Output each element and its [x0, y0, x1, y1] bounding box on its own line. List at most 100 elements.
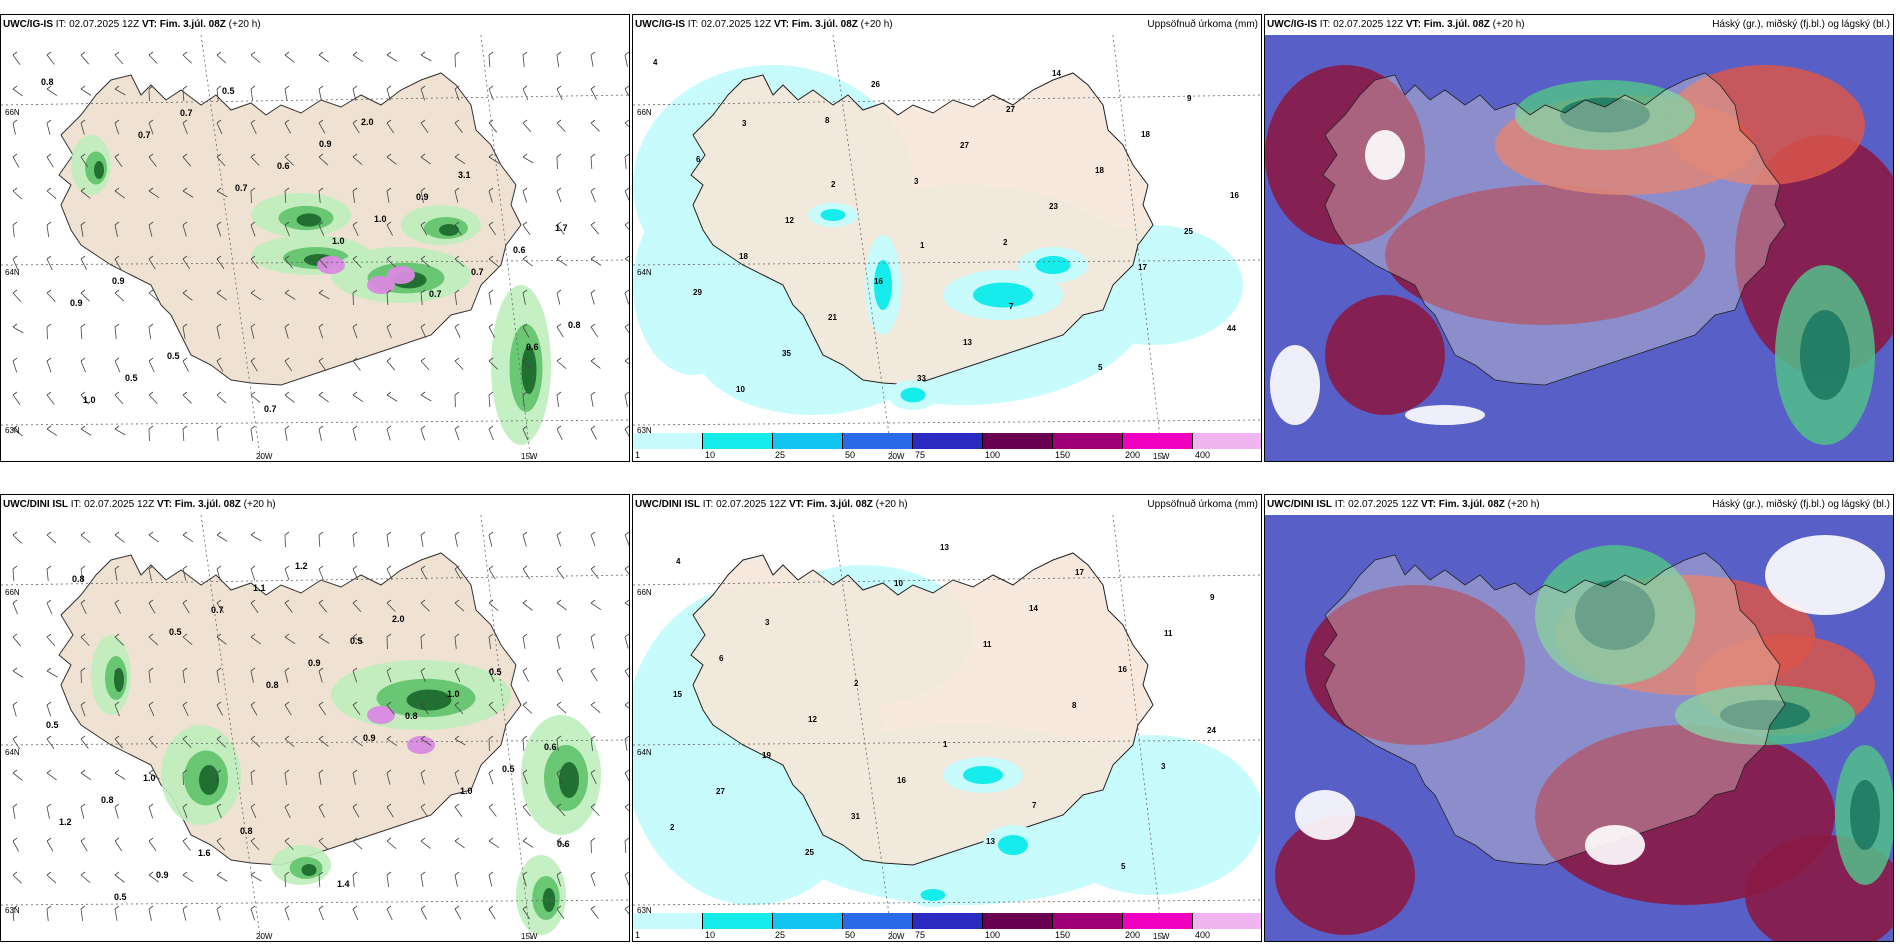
- cloud-map: [1265, 35, 1893, 461]
- precip-10-25mm: [920, 889, 946, 901]
- colorbar-segment: [1193, 913, 1261, 929]
- high-mid-cloud-area: [1665, 65, 1865, 185]
- grid-label: 15W: [521, 452, 538, 461]
- wind-barb-flag: [114, 323, 120, 328]
- wind-barb-flag: [318, 701, 324, 706]
- wind-barb-flag: [114, 633, 120, 638]
- wind-barb-flag: [556, 357, 562, 362]
- wind-barb: [318, 568, 324, 581]
- wind-barb: [216, 772, 219, 785]
- wind-barb-flag: [624, 633, 629, 638]
- wind-barb-flag: [522, 153, 528, 158]
- wind-barb: [114, 840, 123, 852]
- wind-barb-flag: [114, 837, 120, 842]
- wind-barb-flag: [522, 701, 528, 706]
- wind-barb: [556, 258, 568, 267]
- wind-barb-flag: [250, 701, 256, 706]
- precip-value: 14: [1052, 69, 1061, 78]
- wind-barb: [114, 738, 124, 749]
- wind-barb: [454, 88, 460, 101]
- wind-barb: [182, 360, 189, 372]
- lead-time: (+20 h): [228, 19, 261, 30]
- wind-barb-flag: [80, 289, 86, 294]
- wind-barb-flag: [318, 357, 324, 362]
- wind-barb-flag: [590, 531, 596, 536]
- strong-gust-area: [367, 276, 395, 294]
- wind-barb: [46, 258, 53, 270]
- wind-barb: [80, 190, 91, 199]
- wind-barb: [488, 636, 492, 649]
- wind-barb: [454, 602, 465, 612]
- wind-barb: [624, 874, 629, 886]
- wind-barb-flag: [556, 701, 562, 706]
- wind-barb: [216, 806, 222, 819]
- wind-barb: [80, 224, 84, 237]
- wind-barb: [216, 360, 224, 372]
- wind-barb-flag: [420, 85, 426, 90]
- wind-barb: [488, 258, 499, 267]
- wind-barb-flag: [590, 701, 596, 706]
- wind-barb-flag: [454, 119, 460, 124]
- high-cloud-dense: [1800, 310, 1850, 400]
- wind-barb: [556, 568, 565, 579]
- wind-barb-flag: [488, 85, 494, 90]
- wind-barb-flag: [556, 51, 562, 56]
- wind-barb: [46, 122, 51, 135]
- precip-value: 6: [719, 654, 724, 663]
- wind-barb-flag: [182, 187, 188, 192]
- gust-value: 1.6: [198, 848, 211, 858]
- wind-barb-flag: [182, 701, 188, 706]
- wind-barb: [46, 602, 53, 615]
- wind-barb: [420, 806, 429, 818]
- wind-barb-flag: [454, 735, 460, 740]
- wind-barb: [318, 636, 330, 644]
- wind-barb: [386, 602, 396, 612]
- wind-barb: [12, 326, 24, 334]
- wind-barb-flag: [216, 905, 222, 910]
- gust-area-dark: [94, 161, 104, 179]
- wind-barb-flag: [556, 119, 562, 124]
- clear-sky-patch: [1365, 130, 1405, 180]
- precip-value: 1: [943, 740, 948, 749]
- high-cloud-dense: [1720, 700, 1810, 730]
- wind-barb-flag: [386, 289, 392, 294]
- wind-barb: [624, 602, 629, 606]
- model-label: UWC/IG-IS: [3, 19, 53, 30]
- wind-barb: [12, 190, 23, 200]
- latitude-line: [1, 574, 629, 586]
- wind-barb-flag: [216, 633, 222, 638]
- gust-value: 0.5: [350, 636, 363, 646]
- wind-barb: [386, 360, 396, 371]
- wind-barb: [454, 874, 458, 887]
- wind-barb-flag: [488, 221, 494, 226]
- wind-barb: [148, 840, 157, 851]
- wind-barb: [386, 224, 393, 236]
- wind-barb-flag: [352, 187, 358, 192]
- strong-gust-area: [367, 706, 395, 724]
- wind-barb-flag: [80, 565, 86, 570]
- wind-barb-flag: [148, 531, 154, 536]
- wind-barb: [80, 122, 85, 135]
- wind-barb: [284, 806, 291, 818]
- clear-sky-patch: [1295, 790, 1355, 840]
- wind-barb: [488, 122, 498, 133]
- gust-value: 0.7: [138, 130, 151, 140]
- wind-barb-flag: [488, 323, 494, 328]
- wind-barb-flag: [590, 391, 596, 396]
- wind-barb: [148, 394, 158, 404]
- gust-values: 0.8 0.7 0.7 1.0 0.7 0.6 1.0 0.7 0.6 1.0 0.7 0.8 0.5 0…: [41, 77, 581, 414]
- gust-value: 1.7: [555, 223, 568, 233]
- wind-barb-flag: [352, 531, 358, 536]
- wind-barb-flag: [250, 391, 256, 396]
- wind-barb-flag: [284, 837, 290, 842]
- precip-value: 13: [963, 338, 972, 347]
- precip-map: 66N 64N 63N 20W 15W 4 3 2 1 7 5 9 6 12 16 13 17 11 15 19 31 1…: [633, 515, 1261, 941]
- wind-barb-flag: [284, 871, 290, 876]
- wind-barb-flag: [556, 769, 562, 774]
- wind-barb-flag: [284, 633, 290, 638]
- panel-header: UWC/DINI ISL IT: 02.07.2025 12Z VT: Fim.…: [633, 495, 1261, 515]
- wind-barb-flag: [114, 425, 120, 430]
- longitude-line: [480, 515, 532, 941]
- wind-barb: [420, 874, 424, 887]
- wind-barb: [420, 738, 432, 746]
